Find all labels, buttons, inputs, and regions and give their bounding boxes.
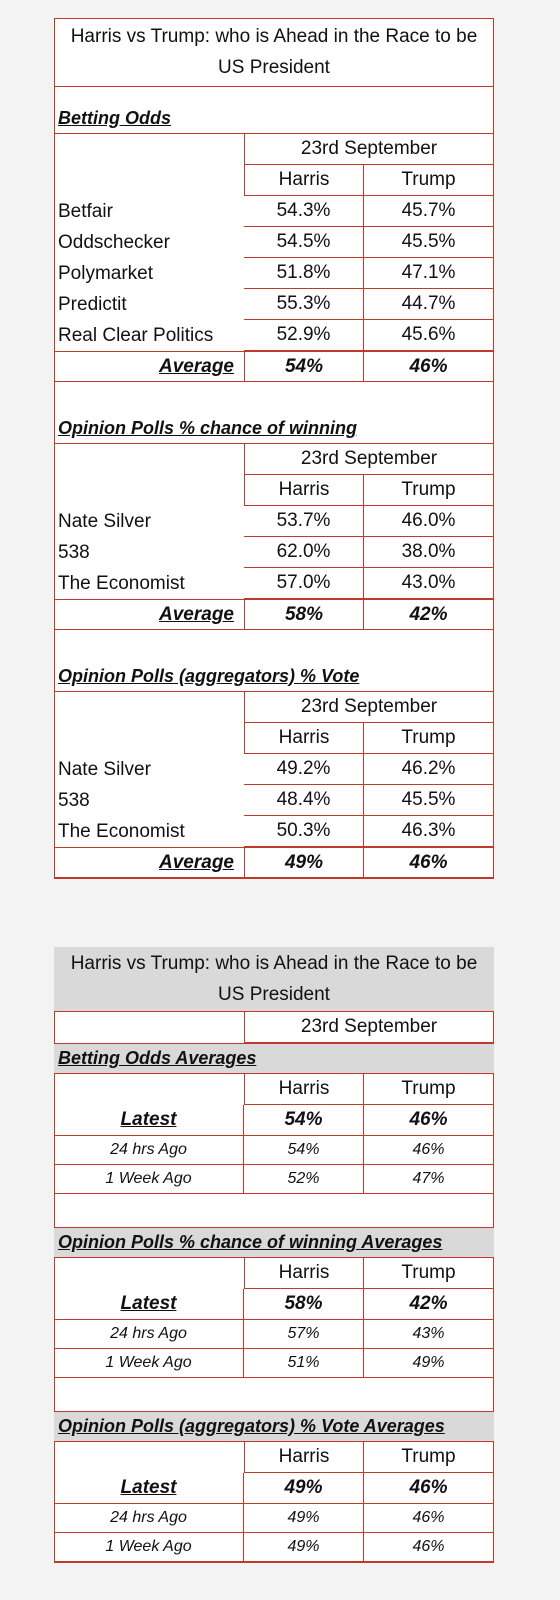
- row-value: 51%: [244, 1349, 364, 1378]
- average-value: 42%: [364, 599, 494, 630]
- row-value: 49%: [244, 1504, 364, 1533]
- row-label: 538: [58, 789, 90, 811]
- column-header: Trump: [364, 165, 494, 196]
- row-value: 54%: [244, 1105, 364, 1136]
- row-value: 52%: [244, 1165, 364, 1194]
- row-value: 54.5%: [244, 227, 364, 258]
- average-label: Average: [54, 351, 244, 382]
- row-value: 38.0%: [364, 537, 494, 568]
- row-label: The Economist: [58, 572, 185, 594]
- row-value: 51.8%: [244, 258, 364, 289]
- row-label: Predictit: [58, 293, 127, 315]
- row-label: Polymarket: [58, 262, 154, 284]
- row-label: The Economist: [58, 820, 185, 842]
- column-header: Trump: [364, 1258, 494, 1289]
- row-label: Nate Silver: [58, 758, 151, 780]
- row-label: Betfair: [58, 200, 113, 222]
- row-value: 49%: [244, 1473, 364, 1504]
- section-heading: Opinion Polls % chance of winning Averag…: [54, 1227, 494, 1258]
- row-value: 49%: [364, 1349, 494, 1378]
- row-value: 47%: [364, 1165, 494, 1194]
- date-header: 23rd September: [244, 1012, 494, 1043]
- row-value: 49%: [244, 1533, 364, 1562]
- row-value: 57%: [244, 1320, 364, 1349]
- row-label: 1 Week Ago: [54, 1165, 244, 1194]
- column-header: Harris: [244, 475, 364, 506]
- section-heading: Opinion Polls (aggregators) % Vote Avera…: [54, 1411, 494, 1442]
- row-value: 46.0%: [364, 506, 494, 537]
- row-label: Oddschecker: [58, 231, 170, 253]
- average-value: 46%: [364, 847, 494, 878]
- row-label: 538: [58, 541, 90, 563]
- column-header: Trump: [364, 1442, 494, 1473]
- row-value: 54.3%: [244, 196, 364, 227]
- row-value: 44.7%: [364, 289, 494, 320]
- row-value: 46.2%: [364, 754, 494, 785]
- row-value: 48.4%: [244, 785, 364, 816]
- row-value: 46%: [364, 1533, 494, 1562]
- average-value: 49%: [244, 847, 364, 878]
- table-title: Harris vs Trump: who is Ahead in the Rac…: [54, 947, 494, 1012]
- row-value: 58%: [244, 1289, 364, 1320]
- section-heading: Opinion Polls % chance of winning: [54, 413, 494, 444]
- row-value: 45.5%: [364, 227, 494, 258]
- column-header: Trump: [364, 475, 494, 506]
- row-label: 24 hrs Ago: [54, 1504, 244, 1533]
- section-heading: Betting Odds Averages: [54, 1043, 494, 1074]
- row-label: Nate Silver: [58, 510, 151, 532]
- row-label: Latest: [54, 1105, 244, 1136]
- row-value: 54%: [244, 1136, 364, 1165]
- column-header: Trump: [364, 1074, 494, 1105]
- date-header: 23rd September: [244, 444, 494, 475]
- row-value: 42%: [364, 1289, 494, 1320]
- row-value: 50.3%: [244, 816, 364, 847]
- row-value: 62.0%: [244, 537, 364, 568]
- date-header: 23rd September: [244, 134, 494, 165]
- column-header: Trump: [364, 723, 494, 754]
- average-value: 54%: [244, 351, 364, 382]
- row-value: 46%: [364, 1136, 494, 1165]
- row-label: 1 Week Ago: [54, 1533, 244, 1562]
- row-label: Latest: [54, 1473, 244, 1504]
- row-value: 57.0%: [244, 568, 364, 599]
- row-value: 45.6%: [364, 320, 494, 351]
- row-value: 43.0%: [364, 568, 494, 599]
- row-value: 45.5%: [364, 785, 494, 816]
- column-header: Harris: [244, 723, 364, 754]
- row-value: 52.9%: [244, 320, 364, 351]
- row-value: 46.3%: [364, 816, 494, 847]
- section-heading: Betting Odds: [54, 103, 494, 134]
- row-value: 46%: [364, 1473, 494, 1504]
- average-value: 46%: [364, 351, 494, 382]
- row-value: 45.7%: [364, 196, 494, 227]
- column-header: Harris: [244, 1258, 364, 1289]
- date-header: 23rd September: [244, 692, 494, 723]
- average-value: 58%: [244, 599, 364, 630]
- column-header: Harris: [244, 165, 364, 196]
- row-label: 24 hrs Ago: [54, 1320, 244, 1349]
- row-value: 46%: [364, 1105, 494, 1136]
- row-value: 53.7%: [244, 506, 364, 537]
- column-header: Harris: [244, 1074, 364, 1105]
- row-value: 46%: [364, 1504, 494, 1533]
- row-value: 43%: [364, 1320, 494, 1349]
- table-title: Harris vs Trump: who is Ahead in the Rac…: [54, 18, 494, 87]
- row-label: Real Clear Politics: [58, 324, 214, 346]
- section-heading: Opinion Polls (aggregators) % Vote: [54, 661, 494, 692]
- row-value: 47.1%: [364, 258, 494, 289]
- row-value: 55.3%: [244, 289, 364, 320]
- average-label: Average: [54, 847, 244, 878]
- row-label: 24 hrs Ago: [54, 1136, 244, 1165]
- column-header: Harris: [244, 1442, 364, 1473]
- average-label: Average: [54, 599, 244, 630]
- row-label: 1 Week Ago: [54, 1349, 244, 1378]
- table-box: [54, 18, 494, 879]
- row-label: Latest: [54, 1289, 244, 1320]
- row-value: 49.2%: [244, 754, 364, 785]
